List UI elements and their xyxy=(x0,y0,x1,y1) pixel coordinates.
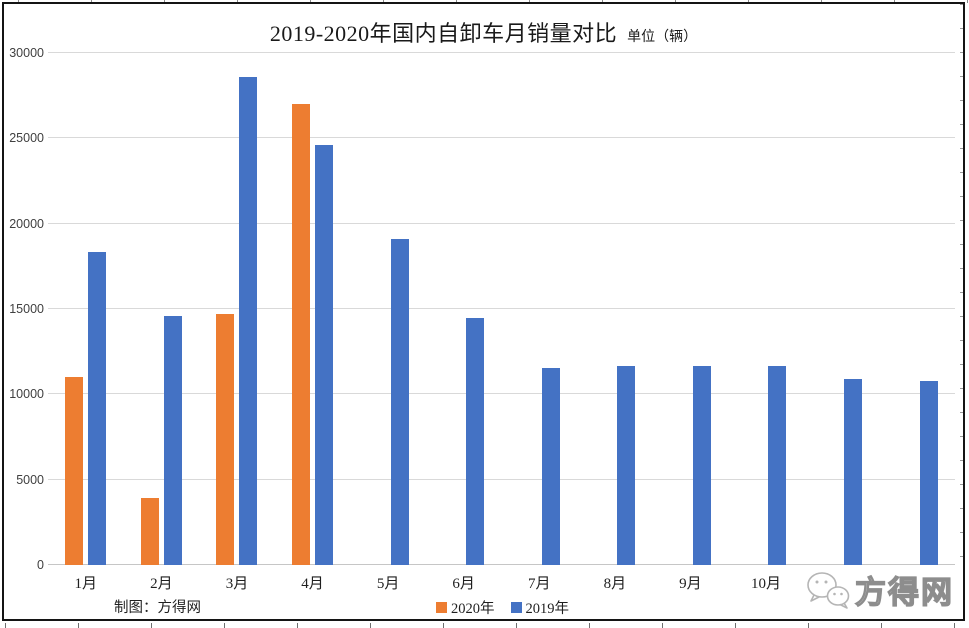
legend-swatch-2020 xyxy=(436,602,447,613)
legend-swatch-2019 xyxy=(510,602,522,613)
watermark-text: 方得网 xyxy=(854,574,954,610)
chart-credit: 制图：方得网 xyxy=(114,600,201,616)
gridline-5000 xyxy=(48,478,955,480)
chart-unit-label: 单位（辆） xyxy=(627,30,698,45)
bar-2019年-1月 xyxy=(88,251,107,565)
bar-2020年-2月 xyxy=(140,497,159,565)
plot-area: 1月 2月 3月 4月 5月 6月 7月 8月 9月 10月 11月12月 xyxy=(48,52,955,592)
spreadsheet-column-ticks-top xyxy=(0,0,969,3)
legend-label-2020: 2020年 xyxy=(451,601,495,617)
category-3月: 3月 xyxy=(199,53,275,592)
gridline-30000 xyxy=(48,52,955,53)
bar-2019年-6月 xyxy=(466,317,485,565)
chart-title-text: 2019-2020年国内自卸车月销量对比 xyxy=(269,21,618,46)
bar-2019年-9月 xyxy=(692,366,711,565)
legend-item-2019: 2019年 xyxy=(510,597,570,618)
x-tick-label-5月: 5月 xyxy=(376,576,400,592)
spreadsheet-column-ticks-bottom xyxy=(0,623,969,628)
category-10月: 10月 xyxy=(728,53,804,592)
x-tick-label-10月: 10月 xyxy=(750,576,781,592)
x-tick-label-9月: 9月 xyxy=(679,576,702,592)
watermark: 方得网 xyxy=(805,568,963,616)
x-tick-label-4月: 4月 xyxy=(301,576,324,592)
y-tick-label-10000: 10000 xyxy=(9,387,44,402)
category-6月: 6月 xyxy=(426,53,502,592)
y-tick-label-5000: 5000 xyxy=(16,472,44,487)
category-9月: 9月 xyxy=(653,53,729,592)
legend: 2020年 2019年 xyxy=(436,597,569,618)
category-12月: 12月 xyxy=(879,53,955,592)
y-tick-label-25000: 25000 xyxy=(9,131,44,146)
bar-2020年-3月 xyxy=(216,314,235,565)
bar-2019年-7月 xyxy=(541,367,560,565)
gridline-0 xyxy=(48,564,955,565)
x-tick-label-7月: 7月 xyxy=(528,576,551,592)
bar-2019年-3月 xyxy=(239,76,258,565)
gridline-25000 xyxy=(48,137,955,139)
category-8月: 8月 xyxy=(577,53,653,592)
bar-2019年-4月 xyxy=(315,145,334,565)
category-7月: 7月 xyxy=(501,53,577,592)
spreadsheet-row-ticks-right xyxy=(960,4,963,619)
x-tick-label-8月: 8月 xyxy=(603,576,627,592)
category-2月: 2月 xyxy=(124,53,200,592)
category-4月: 4月 xyxy=(275,53,351,592)
bar-categories: 1月 2月 3月 4月 5月 6月 7月 8月 9月 10月 11月12月 xyxy=(48,53,955,592)
legend-item-2020: 2020年 xyxy=(436,597,495,618)
x-tick-label-3月: 3月 xyxy=(225,576,249,592)
bar-2019年-12月 xyxy=(919,380,938,565)
chart-frame: 2019-2020年国内自卸车月销量对比 单位（辆） 0 5000 10000 150… xyxy=(2,2,965,621)
y-axis-labels: 0 5000 10000 15000 20000 25000 30000 xyxy=(6,46,44,572)
category-1月: 1月 xyxy=(48,53,124,592)
category-11月: 11月 xyxy=(804,53,880,592)
chart-title: 2019-2020年国内自卸车月销量对比 单位（辆） xyxy=(4,16,963,48)
bar-2019年-8月 xyxy=(617,366,636,565)
x-tick-label-6月: 6月 xyxy=(452,576,475,592)
bar-2019年-5月 xyxy=(390,239,409,565)
bar-2020年-4月 xyxy=(292,104,311,565)
gridline-20000 xyxy=(48,222,955,224)
y-tick-label-20000: 20000 xyxy=(9,216,44,231)
bar-2019年-10月 xyxy=(768,366,787,565)
wechat-logo-icon xyxy=(805,570,851,615)
bar-2020年-1月 xyxy=(65,377,84,565)
gridline-15000 xyxy=(48,308,955,309)
y-tick-label-30000: 30000 xyxy=(9,46,44,60)
bar-2019年-2月 xyxy=(163,315,182,565)
y-tick-label-15000: 15000 xyxy=(9,302,44,316)
gridline-10000 xyxy=(48,393,955,395)
category-5月: 5月 xyxy=(350,53,426,592)
x-tick-label-1月: 1月 xyxy=(74,576,98,592)
bar-2019年-11月 xyxy=(844,378,863,565)
y-tick-label-0: 0 xyxy=(37,558,44,572)
legend-label-2019: 2019年 xyxy=(525,601,570,617)
x-tick-label-2月: 2月 xyxy=(150,576,173,592)
